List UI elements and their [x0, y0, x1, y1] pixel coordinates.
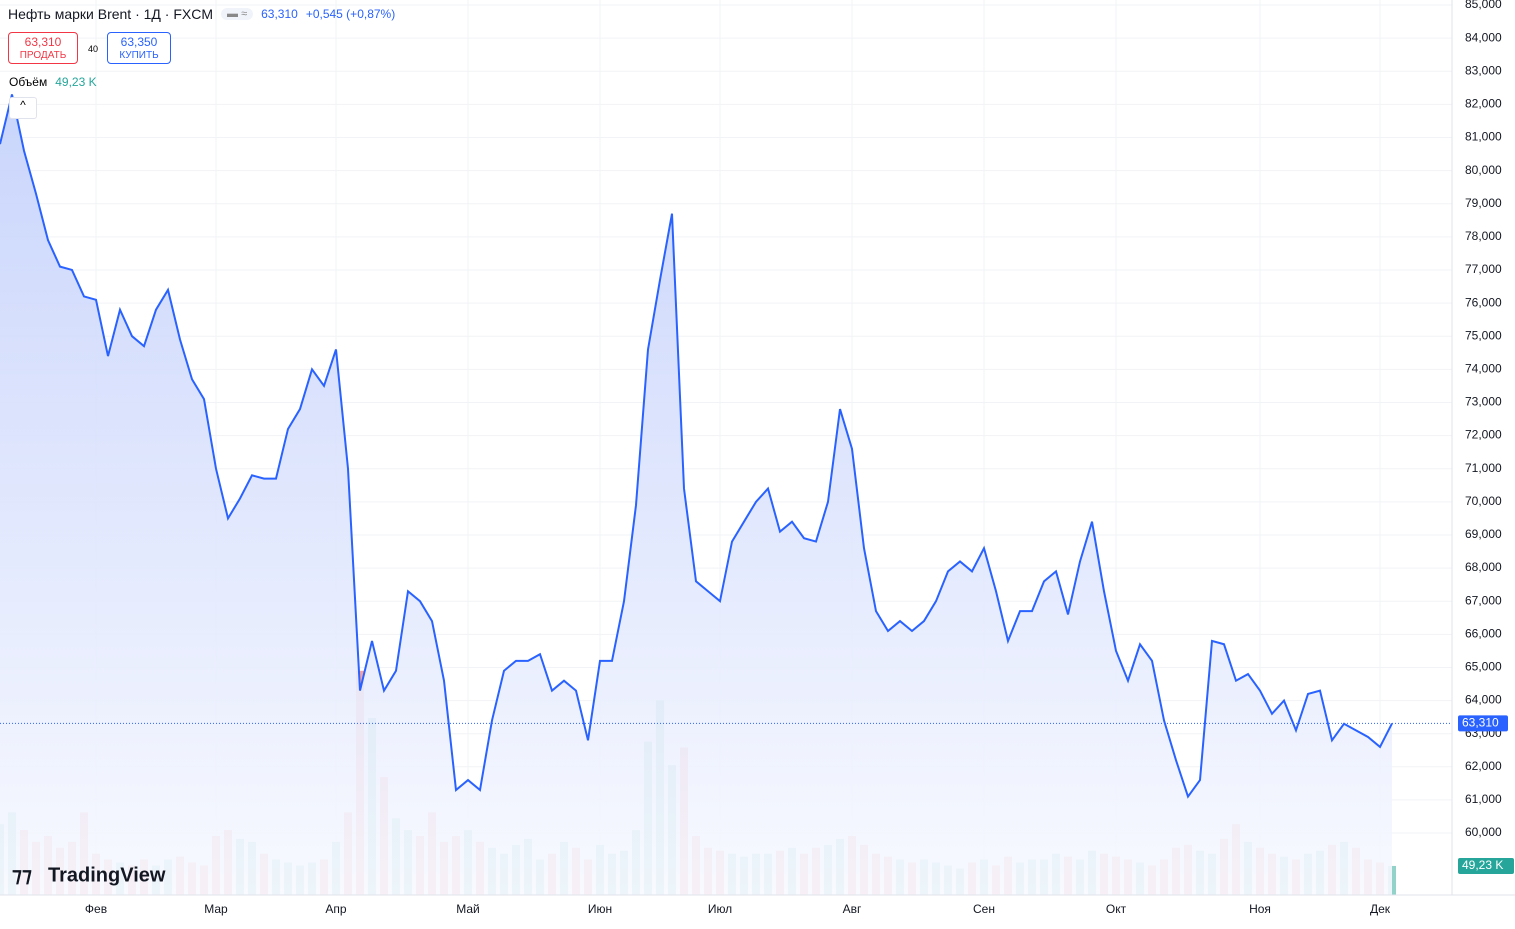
y-tick-label: 65,000	[1465, 660, 1502, 674]
y-tick-label: 64,000	[1465, 693, 1502, 707]
last-price-tag	[1458, 715, 1508, 732]
x-tick-label: Окт	[1106, 902, 1127, 916]
y-tick-label: 79,000	[1465, 196, 1502, 210]
y-tick-label: 60,000	[1465, 825, 1502, 839]
buy-label: КУПИТЬ	[119, 50, 159, 61]
last-price-tag-text: 63,310	[1462, 716, 1499, 730]
y-tick-label: 73,000	[1465, 395, 1502, 409]
brand: TradingView	[48, 864, 166, 886]
x-tick-label: Ноя	[1249, 902, 1271, 916]
y-tick-label: 66,000	[1465, 626, 1502, 640]
volume-legend: Объём 49,23 K	[9, 75, 97, 89]
y-tick-label: 77,000	[1465, 262, 1502, 276]
x-tick-label: Мар	[204, 902, 228, 916]
sell-price: 63,310	[24, 35, 62, 49]
volume-value: 49,23 K	[55, 75, 97, 89]
buy-button[interactable]: 63,350 КУПИТЬ	[107, 32, 171, 64]
area	[0, 94, 1392, 896]
x-tick-label: Сен	[973, 902, 995, 916]
y-tick-label: 83,000	[1465, 63, 1502, 77]
volume-tag	[1458, 857, 1514, 874]
y-tick-label: 84,000	[1465, 30, 1502, 44]
sell-button[interactable]: 63,310 ПРОДАТЬ	[8, 32, 78, 64]
y-tick-label: 74,000	[1465, 362, 1502, 376]
y-tick-label: 72,000	[1465, 428, 1502, 442]
change: +0,545 (+0,87%)	[305, 7, 396, 21]
spread: 40	[88, 44, 99, 54]
x-tick-label: Апр	[325, 902, 347, 916]
x-tick-label: Июн	[588, 902, 612, 916]
y-tick-label: 85,000	[1465, 0, 1502, 11]
sell-label: ПРОДАТЬ	[19, 50, 67, 61]
x-tick-label: Май	[456, 902, 480, 916]
y-tick-label: 62,000	[1465, 759, 1502, 773]
volume-tag-text: 49,23 K	[1462, 858, 1503, 872]
toggle[interactable]: ▬ ≈	[221, 8, 254, 20]
y-tick-label: 69,000	[1465, 527, 1502, 541]
y-tick-label: 76,000	[1465, 295, 1502, 309]
y-tick-label: 68,000	[1465, 560, 1502, 574]
x-tick-label: Авг	[843, 902, 862, 916]
y-tick-label: 80,000	[1465, 163, 1502, 177]
price-line	[0, 94, 1393, 799]
y-tick-label: 70,000	[1465, 494, 1502, 508]
title: Нефть марки Brent · 1Д · FXCM	[8, 6, 214, 22]
y-tick-label: 61,000	[1465, 792, 1502, 806]
last-price: 63,310	[261, 7, 298, 21]
header: Нефть марки Brent · 1Д · FXCM ▬ ≈ 63,310…	[8, 6, 395, 22]
y-tick-label: 81,000	[1465, 130, 1502, 144]
collapse-button[interactable]: ^	[9, 97, 37, 119]
buy-price: 63,350	[120, 35, 158, 49]
y-tick-label: 67,000	[1465, 593, 1502, 607]
volume-name: Объём	[9, 75, 48, 89]
x-tick-label: Фев	[85, 902, 107, 916]
x-tick-label: Дек	[1370, 902, 1391, 916]
y-tick-label: 82,000	[1465, 97, 1502, 111]
y-tick-label: 78,000	[1465, 229, 1502, 243]
x-tick-label: Июл	[708, 902, 732, 916]
brand-logo: ⁊⁊	[12, 864, 32, 886]
y-tick-label: 75,000	[1465, 328, 1502, 342]
y-tick-label: 71,000	[1465, 461, 1502, 475]
